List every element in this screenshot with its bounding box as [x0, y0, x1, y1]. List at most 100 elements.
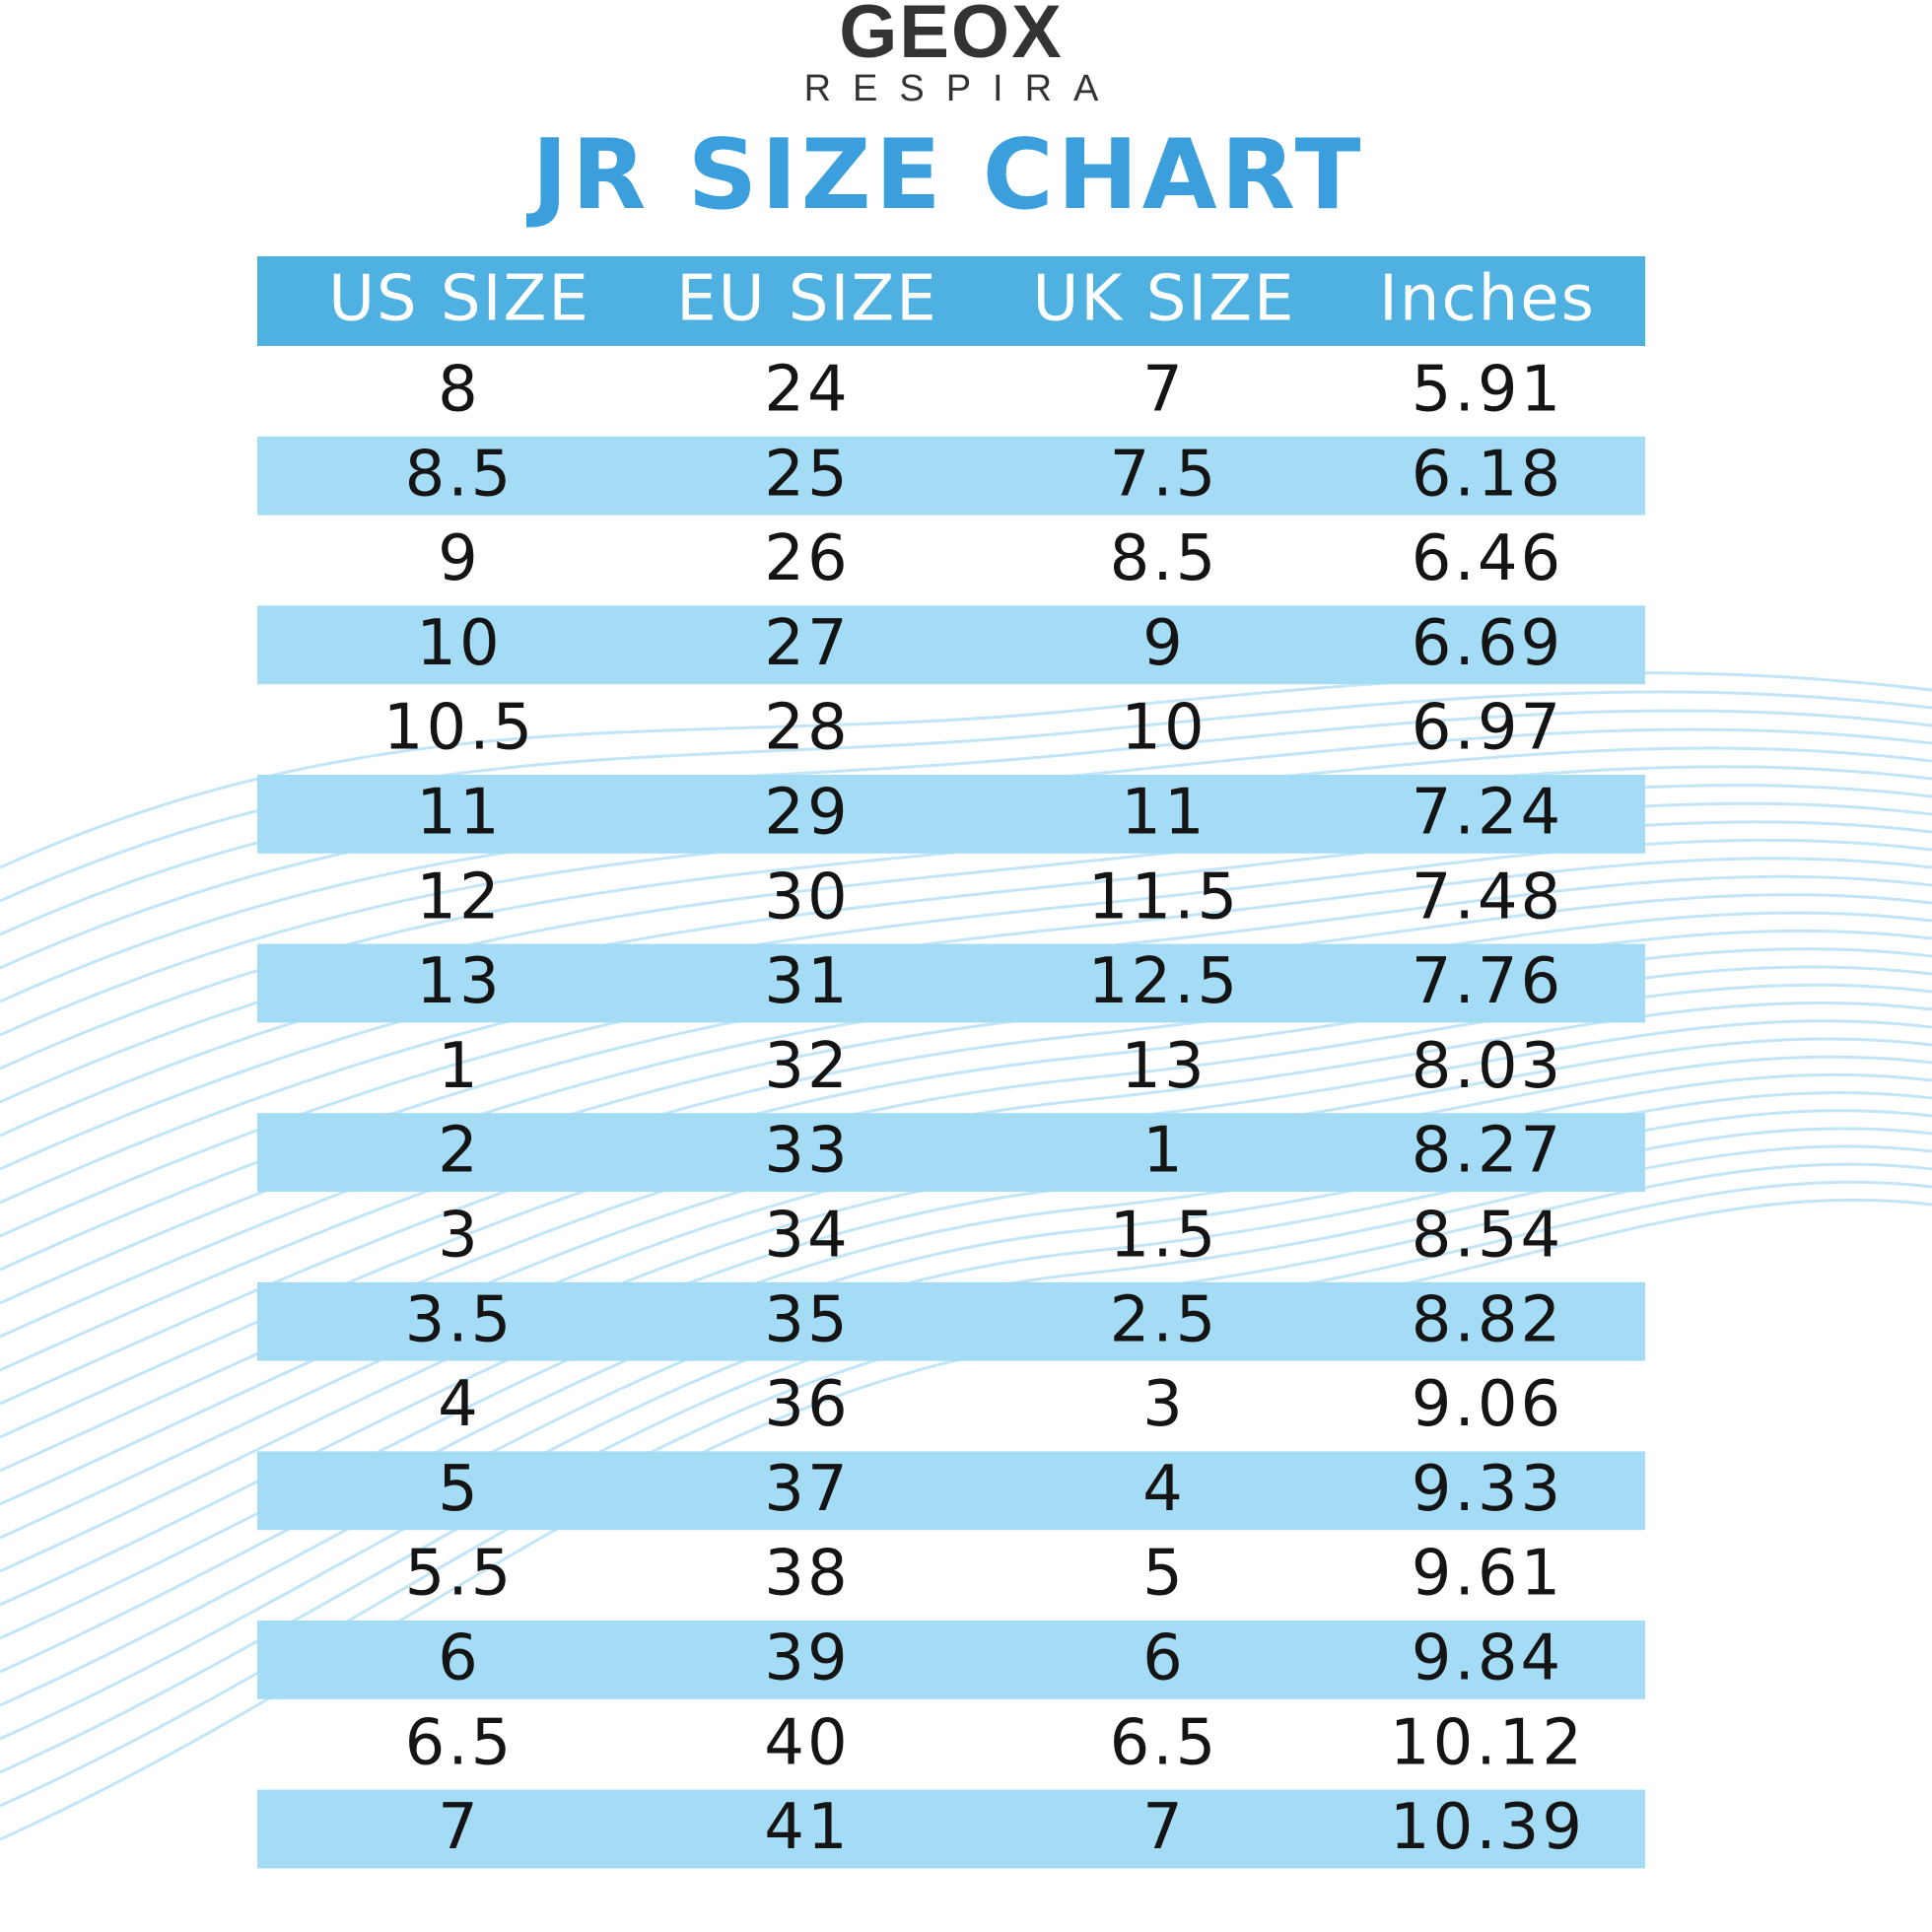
table-cell: 6.5 — [405, 1706, 515, 1779]
table-cell: 13 — [416, 945, 502, 1018]
table-cell: 12 — [416, 861, 502, 933]
table-cell: 8.03 — [1412, 1030, 1564, 1103]
table-cell: 28 — [764, 692, 850, 765]
table-cell: 6.46 — [1412, 522, 1564, 595]
table-cell: 10.5 — [383, 692, 536, 765]
table-cell: 6.69 — [1412, 607, 1564, 680]
wave-line — [0, 965, 1932, 1406]
row-band — [257, 1789, 1645, 1869]
wave-line — [0, 1127, 1932, 1707]
table-cell: 27 — [764, 607, 850, 680]
row-band — [257, 1621, 1645, 1699]
table-cell: 2 — [438, 1115, 481, 1188]
table-cell: 36 — [764, 1368, 850, 1441]
table-cell: 5 — [1142, 1538, 1186, 1611]
table-cell: 34 — [764, 1199, 850, 1272]
table-cell: 5.5 — [405, 1538, 515, 1611]
wave-line — [0, 838, 1932, 1171]
table-cell: 1 — [438, 1030, 481, 1103]
table-cell: 5 — [438, 1453, 481, 1526]
column-header: US SIZE — [328, 263, 590, 336]
table-cell: 3 — [438, 1199, 481, 1272]
wave-line — [0, 947, 1932, 1372]
wave-line — [0, 671, 1932, 869]
table-cell: 35 — [764, 1283, 850, 1356]
brand-tagline: RESPIRA — [804, 68, 1121, 109]
table-cell: 9.61 — [1412, 1538, 1564, 1611]
table-cell: 3 — [1142, 1368, 1186, 1441]
table-cell: 10 — [1121, 692, 1207, 765]
table-cell: 30 — [764, 861, 850, 933]
wave-line — [0, 1144, 1932, 1741]
table-cell: 6.5 — [1110, 1706, 1219, 1779]
table-cell: 38 — [764, 1538, 850, 1611]
wave-line — [0, 1072, 1932, 1607]
table-cell: 7 — [1142, 1791, 1186, 1864]
table-cell: 7.76 — [1412, 945, 1564, 1018]
table-cell: 37 — [764, 1453, 850, 1526]
brand-logo: GEOX — [839, 0, 1064, 74]
table-cell: 7.24 — [1412, 776, 1564, 849]
table-cell: 8.5 — [405, 438, 515, 511]
table-cell: 7.48 — [1412, 861, 1564, 933]
table-cell: 13 — [1121, 1030, 1207, 1103]
table-cell: 6 — [1142, 1622, 1186, 1694]
table-cell: 41 — [764, 1791, 850, 1864]
table-cell: 4 — [1142, 1453, 1186, 1526]
table-cell: 9 — [438, 522, 481, 595]
table-cell: 33 — [764, 1115, 850, 1188]
table-cell: 11 — [416, 776, 502, 849]
row-band — [257, 436, 1645, 516]
table-cell: 6 — [438, 1622, 481, 1694]
chart-title: JR SIZE CHART — [526, 119, 1365, 232]
table-cell: 1.5 — [1110, 1199, 1219, 1272]
row-band — [257, 1451, 1645, 1531]
table-cell: 39 — [764, 1622, 850, 1694]
table-cell: 40 — [764, 1706, 850, 1779]
table-cell: 11 — [1121, 776, 1207, 849]
table-cell: 24 — [764, 353, 850, 426]
wave-line — [0, 1109, 1932, 1674]
column-header: EU SIZE — [676, 263, 937, 336]
table-cell: 6.97 — [1412, 692, 1564, 765]
table-cell: 29 — [764, 776, 850, 849]
column-header: Inches — [1379, 263, 1596, 336]
table-cell: 9.06 — [1412, 1368, 1564, 1441]
row-band — [257, 605, 1645, 685]
row-band — [257, 943, 1645, 1023]
table-cell: 1 — [1142, 1115, 1186, 1188]
table-cell: 8.82 — [1412, 1283, 1564, 1356]
table-cell: 26 — [764, 522, 850, 595]
table-cell: 7 — [438, 1791, 481, 1864]
table-cell: 8 — [438, 353, 481, 426]
table-cell: 8.54 — [1412, 1199, 1564, 1272]
header-band — [257, 256, 1645, 346]
table-cell: 11.5 — [1088, 861, 1241, 933]
table-cell: 9.33 — [1412, 1453, 1564, 1526]
wave-line — [0, 857, 1932, 1205]
row-band — [257, 1281, 1645, 1361]
column-header: UK SIZE — [1033, 263, 1296, 336]
table-cell: 5.91 — [1412, 353, 1564, 426]
table-cell: 7.5 — [1110, 438, 1219, 511]
table-cell: 6.18 — [1412, 438, 1564, 511]
table-cell: 31 — [764, 945, 850, 1018]
row-band — [257, 775, 1645, 854]
table-cell: 10.39 — [1390, 1791, 1585, 1864]
table-cell: 10.12 — [1390, 1706, 1585, 1779]
row-band — [257, 1113, 1645, 1192]
table-cell: 3.5 — [405, 1283, 515, 1356]
table-cell: 32 — [764, 1030, 850, 1103]
table-cell: 8.27 — [1412, 1115, 1564, 1188]
table-cell: 12.5 — [1088, 945, 1241, 1018]
table-cell: 2.5 — [1110, 1283, 1219, 1356]
table-cell: 7 — [1142, 353, 1186, 426]
table-cell: 10 — [416, 607, 502, 680]
table-cell: 8.5 — [1110, 522, 1219, 595]
table-cell: 25 — [764, 438, 850, 511]
table-cell: 9.84 — [1412, 1622, 1564, 1694]
table-cell: 9 — [1142, 607, 1186, 680]
